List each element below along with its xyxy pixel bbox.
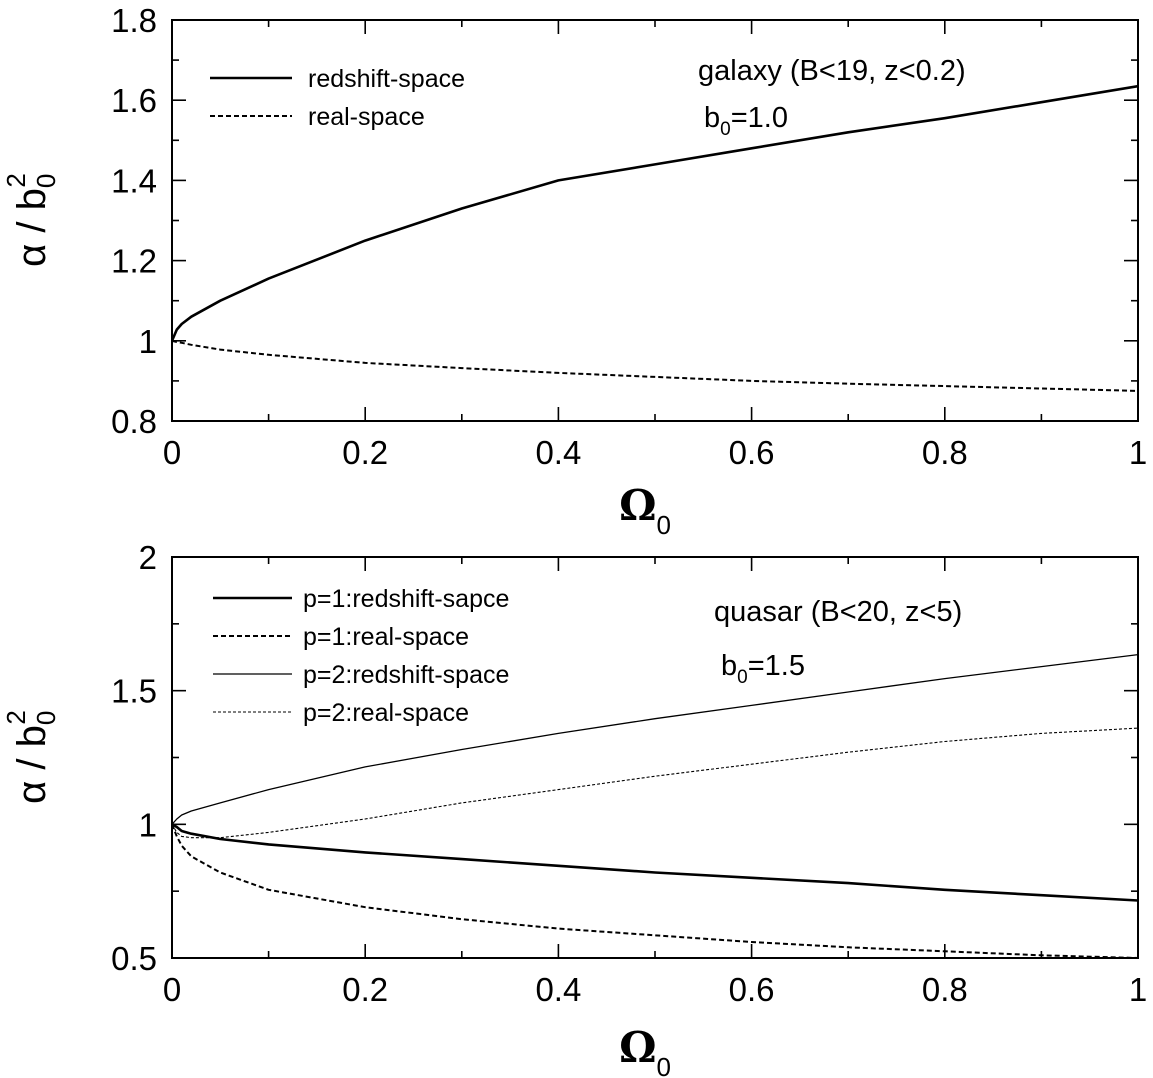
series-line-4 — [172, 727, 1138, 839]
y-tick-label: 1.6 — [111, 82, 157, 119]
x-axis-label: Ω0 — [619, 1023, 671, 1078]
x-tick-label: 1 — [1129, 971, 1147, 1008]
annotation-title: quasar (B<20, z<5) — [714, 596, 962, 628]
x-tick-label: 0.2 — [342, 971, 388, 1008]
x-tick-label: 0.6 — [729, 971, 775, 1008]
series-line-1 — [172, 823, 1138, 902]
x-tick-label: 0.4 — [535, 971, 581, 1008]
y-tick-label: 1.5 — [111, 673, 157, 710]
y-tick-label: 0.8 — [111, 403, 157, 440]
x-tick-label: 0.8 — [922, 434, 968, 471]
legend-label: p=2:real-space — [303, 699, 469, 727]
legend-label: p=1:real-space — [303, 623, 469, 651]
series-line-1 — [172, 84, 1138, 342]
annotation-title: galaxy (B<19, z<0.2) — [698, 55, 966, 87]
legend-label: real-space — [308, 103, 425, 131]
annotation-bias: b0=1.5 — [721, 650, 805, 688]
x-tick-label: 0 — [163, 434, 181, 471]
series-line-3 — [172, 653, 1138, 825]
x-tick-label: 0.2 — [342, 434, 388, 471]
chart-panel-2: 0 0.2 0.4 0.6 0.8 1 0.5 1 1.5 2 α / b02 Ω0 p=1:redsh… — [1, 539, 1147, 1078]
series-line-2 — [172, 339, 1138, 392]
y-tick-label: 1 — [139, 323, 157, 360]
y-axis-label: α / b02 — [1, 710, 61, 804]
y-tick-label: 1.2 — [111, 243, 157, 280]
legend-label: p=1:redshift-sapce — [303, 585, 509, 613]
y-axis-label: α / b02 — [1, 173, 61, 267]
x-tick-label: 0.8 — [922, 971, 968, 1008]
x-tick-label: 0.6 — [729, 434, 775, 471]
x-tick-label: 0.4 — [535, 434, 581, 471]
y-tick-label: 2 — [139, 539, 157, 576]
y-tick-label: 1 — [139, 806, 157, 843]
x-tick-label: 1 — [1129, 434, 1147, 471]
y-tick-label: 1.4 — [111, 162, 157, 199]
series-line-2 — [172, 823, 1138, 958]
x-tick-label: 0 — [163, 971, 181, 1008]
y-tick-label: 0.5 — [111, 940, 157, 977]
y-tick-label: 1.8 — [111, 2, 157, 39]
legend-label: p=2:redshift-space — [303, 661, 509, 689]
annotation-bias: b0=1.0 — [704, 102, 788, 140]
x-axis-label: Ω0 — [619, 481, 671, 540]
chart-panel-1: 0 0.2 0.4 0.6 0.8 1 0.8 1 1.2 1.4 1.6 1.8 α / b02 Ω0 r… — [1, 2, 1147, 540]
legend-label: redshift-space — [308, 65, 465, 93]
